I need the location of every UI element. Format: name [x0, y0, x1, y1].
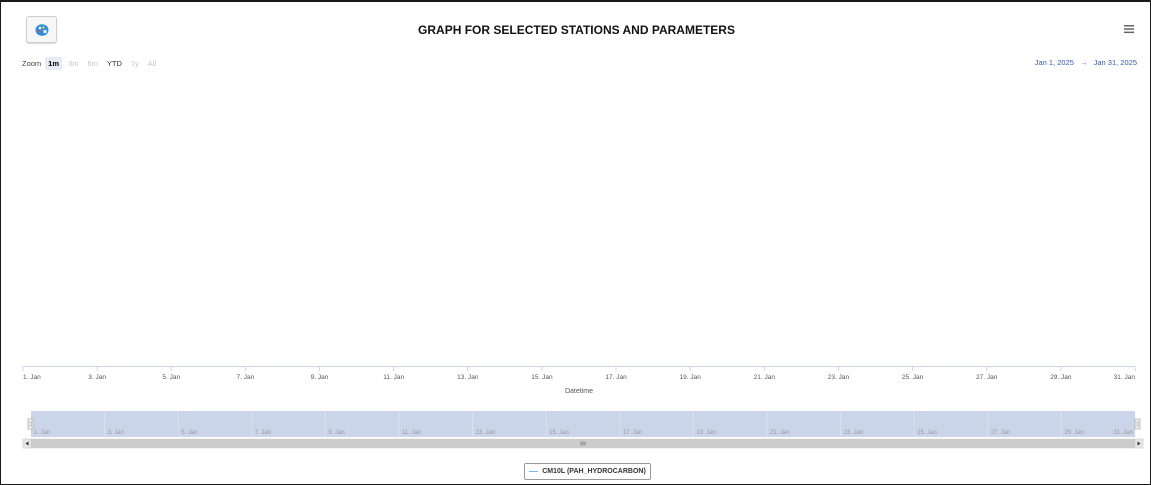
range-from-input[interactable]: Jan 1, 2025 [1034, 58, 1074, 67]
x-tick-label: 19. Jan [680, 374, 702, 381]
scroll-left-arrow-icon [25, 441, 29, 446]
x-tick-label: 23. Jan [828, 374, 850, 381]
navigator-tick-label: 1. Jan [34, 430, 50, 436]
navigator-tick-label: 5. Jan [181, 430, 197, 436]
navigator-tick-label: 31. Jan [1113, 430, 1133, 436]
navigator-tick-label: 29. Jan [1064, 430, 1084, 436]
date-range-display: Jan 1, 2025 → Jan 31, 2025 [1035, 58, 1137, 67]
x-tick-label: 13. Jan [457, 374, 479, 381]
zoom-label: Zoom [22, 58, 42, 68]
navigator-tick-label: 7. Jan [255, 430, 271, 436]
x-tick-label: 1. Jan [23, 374, 41, 381]
navigator-mask [31, 411, 1135, 437]
x-tick-label: 29. Jan [1050, 374, 1072, 381]
navigator-tick-label: 15. Jan [549, 430, 569, 436]
zoom-6m-button[interactable]: 6m [84, 56, 101, 70]
navigator-tick-label: 9. Jan [328, 430, 344, 436]
navigator-tick-label: 27. Jan [991, 430, 1011, 436]
navigator-tick-label: 19. Jan [696, 430, 716, 436]
navigator[interactable]: 1. Jan 3. Jan 5. Jan 7. Jan 9. Jan 11. Jan 13.… [27, 411, 1141, 437]
legend-series-symbol [529, 471, 539, 472]
chart-title: GRAPH FOR SELECTED STATIONS AND PARAMETE… [418, 23, 735, 37]
zoom-1m-button[interactable]: 1m [45, 56, 63, 70]
palette-icon [35, 23, 48, 36]
navigator-tick-label: 17. Jan [623, 430, 643, 436]
palette-button[interactable] [26, 16, 57, 43]
x-tick-label: 17. Jan [605, 374, 627, 381]
x-tick-label: 9. Jan [311, 374, 329, 381]
hamburger-menu-icon[interactable] [1123, 23, 1135, 35]
zoom-all-button[interactable]: All [144, 56, 160, 70]
x-axis-labels: 1. Jan 3. Jan 5. Jan 7. Jan 9. Jan 11. Jan 13.… [23, 374, 1135, 381]
plot-area [23, 82, 1135, 366]
range-selector-buttons: Zoom 1m 3m 6m YTD 1y All [22, 56, 162, 70]
x-tick-label: 25. Jan [902, 374, 924, 381]
x-tick-label: 7. Jan [237, 374, 255, 381]
x-tick-label: 15. Jan [531, 374, 553, 381]
navigator-grid [104, 411, 1062, 437]
navigator-tick-label: 11. Jan [402, 430, 421, 436]
legend-item[interactable]: CM10L (PAH_HYDROCARBON) [524, 463, 651, 480]
x-tick-label: 5. Jan [162, 374, 180, 381]
navigator-tick-label: 3. Jan [108, 430, 124, 436]
navigator-tick-label: 21. Jan [770, 430, 790, 436]
x-tick-label: 31. Jan [1114, 374, 1136, 381]
navigator-right-handle[interactable] [1134, 418, 1141, 430]
navigator-tick-label: 23. Jan [844, 430, 864, 436]
zoom-ytd-button[interactable]: YTD [103, 56, 125, 70]
navigator-tick-label: 25. Jan [917, 430, 937, 436]
x-tick-label: 3. Jan [88, 374, 106, 381]
navigator-tick-label: 13. Jan [476, 430, 496, 436]
navigator-labels: 1. Jan 3. Jan 5. Jan 7. Jan 9. Jan 11. Jan 13.… [34, 430, 1133, 436]
navigator-left-handle[interactable] [27, 418, 34, 430]
scrollbar[interactable] [22, 438, 1144, 449]
scroll-right-arrow-icon [1137, 441, 1141, 446]
x-tick-label: 27. Jan [976, 374, 998, 381]
x-axis-ticks [22, 366, 1136, 371]
legend-series-label: CM10L (PAH_HYDROCARBON) [542, 468, 646, 475]
zoom-3m-button[interactable]: 3m [65, 56, 82, 70]
chart-plot: 1. Jan 3. Jan 5. Jan 7. Jan 9. Jan 11. Jan 13.… [22, 82, 1144, 449]
range-arrow: → [1080, 58, 1088, 67]
x-tick-label: 21. Jan [754, 374, 776, 381]
zoom-1y-button[interactable]: 1y [127, 56, 142, 70]
x-tick-label: 11. Jan [383, 374, 404, 381]
x-axis-title: Datetime [565, 388, 593, 395]
range-to-input[interactable]: Jan 31, 2025 [1093, 58, 1137, 67]
